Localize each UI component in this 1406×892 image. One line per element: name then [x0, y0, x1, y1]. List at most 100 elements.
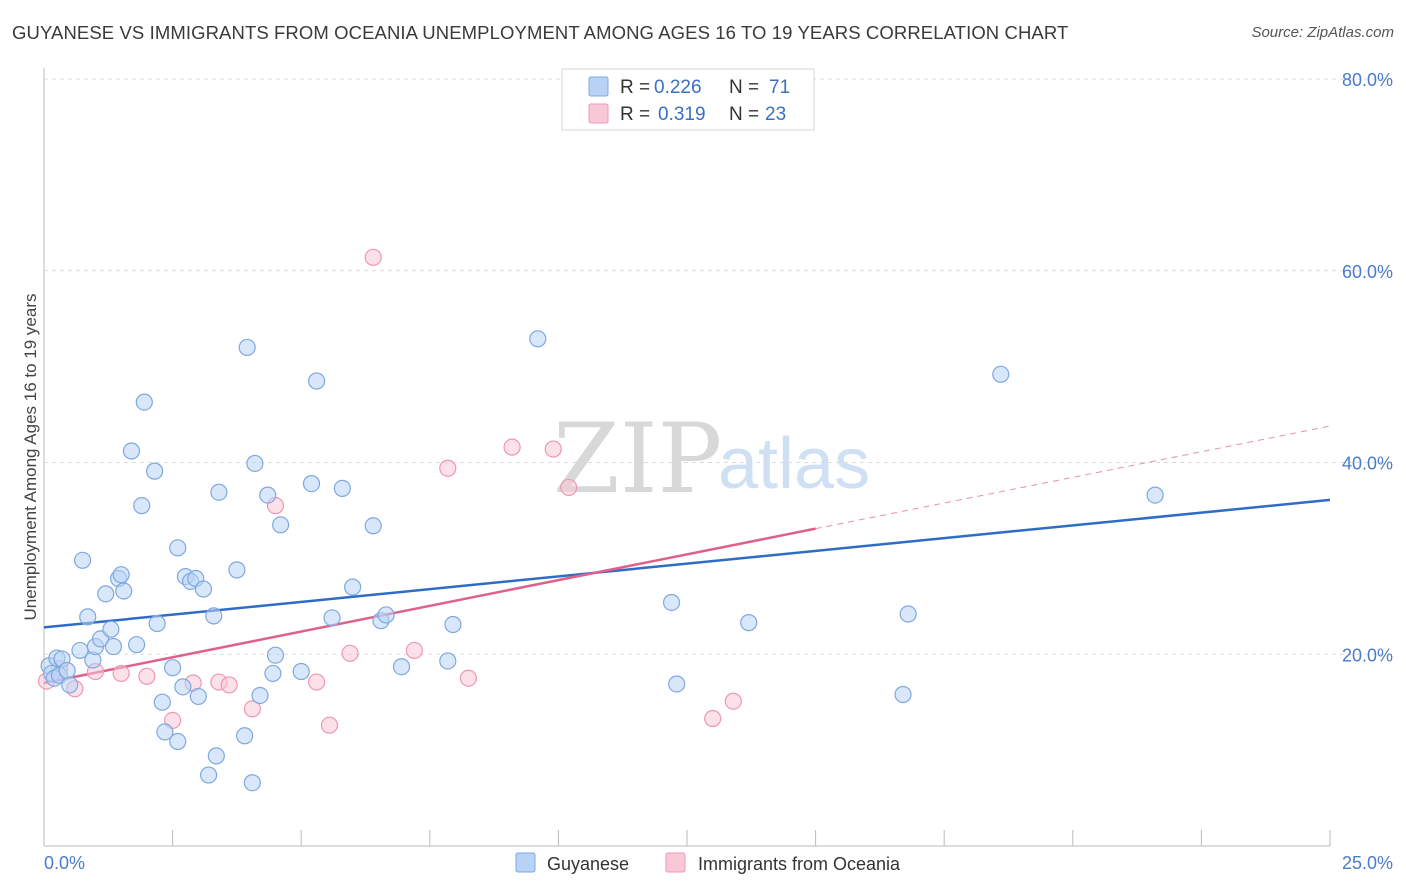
- guyanese-point: [145, 462, 164, 480]
- oceania-point: [220, 676, 238, 694]
- guyanese-point: [1146, 486, 1164, 504]
- oceania-point: [308, 673, 326, 691]
- guyanese-point: [662, 593, 681, 612]
- y-axis-label: Unemployment Among Ages 16 to 19 years: [21, 294, 40, 621]
- guyanese-bottom-swatch: [515, 852, 536, 873]
- guyanese-point: [127, 636, 146, 654]
- y-tick-label-80: 80.0%: [1342, 70, 1393, 90]
- guyanese-point: [266, 646, 285, 664]
- y-tick-label-60: 60.0%: [1342, 262, 1393, 282]
- guyanese-point: [444, 615, 462, 634]
- guyanese-point: [169, 539, 187, 557]
- guyanese-point: [529, 330, 547, 348]
- oceania-point: [405, 641, 423, 660]
- watermark-atlas: atlas: [718, 424, 870, 504]
- series-legend: Guyanese Immigrants from Oceania: [515, 852, 901, 874]
- legend-r-label-1: R =: [620, 77, 650, 98]
- legend-n-value-1: 71: [769, 77, 790, 98]
- oceania-point: [320, 716, 339, 734]
- guyanese-point: [174, 678, 192, 696]
- legend-r-value-2: 0.319: [658, 104, 706, 125]
- oceania-point: [243, 700, 261, 718]
- grid: [44, 78, 1393, 655]
- guyanese-point: [79, 608, 97, 626]
- guyanese-point: [377, 606, 395, 624]
- guyanese-point: [97, 585, 115, 603]
- oceania-point: [112, 664, 130, 683]
- guyanese-point: [272, 516, 290, 534]
- guyanese-point: [189, 687, 207, 706]
- guyanese-legend-label: Guyanese: [547, 854, 629, 874]
- guyanese-point: [200, 766, 218, 784]
- oceania-point: [439, 459, 457, 477]
- chart-title: GUYANESE VS IMMIGRANTS FROM OCEANIA UNEM…: [12, 22, 1069, 43]
- y-tick-labels: 20.0% 40.0% 60.0% 80.0%: [1342, 70, 1393, 665]
- watermark-zip: ZIP: [553, 403, 722, 515]
- legend-n-label-2: N =: [729, 104, 759, 125]
- guyanese-point: [169, 732, 187, 751]
- guyanese-point: [246, 454, 264, 473]
- guyanese-point: [364, 517, 382, 535]
- guyanese-legend-swatch: [588, 76, 609, 97]
- guyanese-point: [333, 479, 351, 497]
- oceania-trend-line: [43, 527, 816, 685]
- legend-n-value-2: 23: [765, 104, 786, 125]
- guyanese-point: [292, 662, 310, 681]
- guyanese-point: [194, 580, 213, 598]
- oceania-legend-swatch: [588, 103, 609, 124]
- oceania-point: [364, 248, 382, 266]
- guyanese-point: [668, 675, 686, 693]
- oceania-point: [503, 438, 521, 456]
- guyanese-trend-line: [43, 498, 1331, 629]
- guyanese-point: [264, 664, 282, 683]
- guyanese-point: [104, 637, 123, 656]
- guyanese-point: [205, 607, 223, 625]
- legend-n-label-1: N =: [729, 77, 759, 98]
- guyanese-point: [344, 578, 362, 596]
- guyanese-point: [308, 372, 326, 390]
- oceania-legend-label: Immigrants from Oceania: [698, 854, 901, 874]
- guyanese-point: [133, 497, 151, 515]
- guyanese-point: [228, 561, 246, 579]
- guyanese-point: [156, 723, 174, 741]
- guyanese-point: [302, 474, 321, 493]
- guyanese-point: [207, 747, 225, 765]
- y-tick-label-20: 20.0%: [1342, 645, 1393, 665]
- oceania-bottom-swatch: [665, 852, 686, 873]
- oceania-point: [138, 667, 156, 685]
- oceania-point: [560, 478, 578, 497]
- guyanese-point: [323, 609, 341, 627]
- guyanese-point: [238, 338, 256, 357]
- oceania-point: [724, 692, 742, 710]
- guyanese-point: [122, 442, 141, 460]
- guyanese-point: [251, 686, 269, 705]
- legend-r-value-1: 0.226: [654, 77, 702, 98]
- guyanese-point: [439, 652, 457, 670]
- guyanese-point: [236, 727, 254, 745]
- guyanese-point: [992, 365, 1010, 383]
- guyanese-point: [210, 483, 228, 501]
- legend-r-label-2: R =: [620, 104, 650, 125]
- guyanese-point: [392, 658, 411, 676]
- guyanese-point: [243, 774, 261, 792]
- guyanese-point: [164, 659, 182, 677]
- guyanese-point: [740, 614, 758, 632]
- guyanese-point: [115, 582, 133, 600]
- oceania-point: [544, 440, 562, 458]
- stats-legend: R = 0.226 N = 71 R = 0.319 N = 23: [561, 68, 815, 131]
- guyanese-point: [153, 693, 171, 711]
- guyanese-point: [102, 620, 120, 638]
- guyanese-point: [61, 676, 79, 694]
- oceania-point: [704, 709, 722, 728]
- source-label: Source: ZipAtlas.com: [1251, 24, 1394, 41]
- guyanese-point: [112, 566, 130, 584]
- x-ticks: [43, 830, 1331, 846]
- x-tick-label-min: 0.0%: [44, 853, 85, 873]
- guyanese-point: [894, 685, 912, 704]
- guyanese-point: [135, 393, 153, 411]
- x-tick-label-max: 25.0%: [1342, 853, 1393, 873]
- y-tick-label-40: 40.0%: [1342, 454, 1393, 474]
- guyanese-point: [58, 661, 76, 680]
- guyanese-point: [73, 551, 92, 569]
